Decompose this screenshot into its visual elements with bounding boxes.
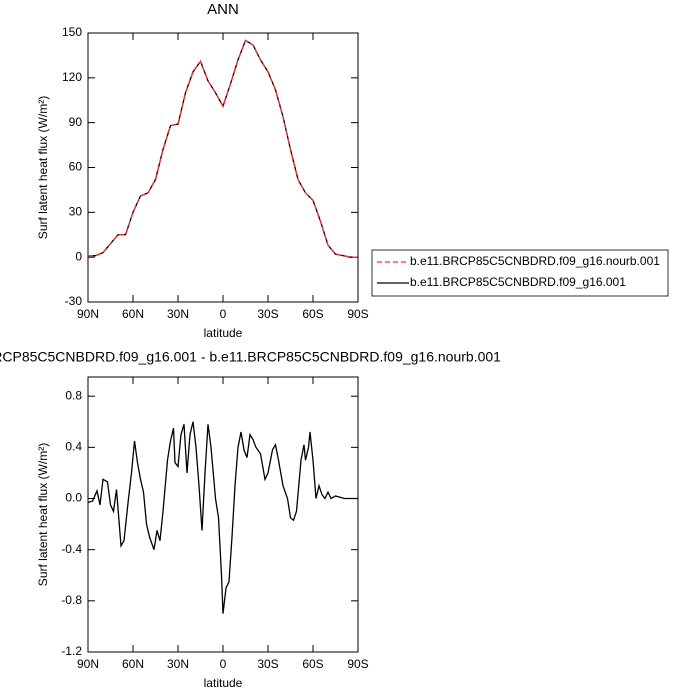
x-axis-label: latitude <box>204 676 243 690</box>
legend-label: b.e11.BRCP85C5CNBDRD.f09_g16.nourb.001 <box>410 254 660 268</box>
x-tick-label: 0 <box>220 657 227 671</box>
x-tick-label: 60N <box>122 307 144 321</box>
data-line <box>87 421 358 614</box>
y-tick-label: -0.4 <box>61 542 82 556</box>
y-tick-label: 0.4 <box>65 440 82 454</box>
y-tick-label: 90 <box>69 115 83 129</box>
x-tick-label: 60S <box>302 307 323 321</box>
legend-label: b.e11.BRCP85C5CNBDRD.f09_g16.001 <box>410 275 626 289</box>
x-tick-label: 30N <box>167 307 189 321</box>
y-axis-label: Surf latent heat flux (W/m²) <box>36 96 50 239</box>
x-tick-label: 90S <box>347 657 368 671</box>
plot-frame <box>87 32 359 303</box>
x-tick-label: 30S <box>257 657 278 671</box>
x-tick-label: 30S <box>257 307 278 321</box>
x-axis-label: latitude <box>204 326 243 340</box>
x-tick-label: 30N <box>167 657 189 671</box>
y-tick-label: -0.8 <box>61 593 82 607</box>
legend-box <box>371 249 669 297</box>
x-tick-label: 90N <box>77 657 99 671</box>
y-axis-label: Surf latent heat flux (W/m²) <box>36 443 50 586</box>
y-tick-label: 150 <box>62 25 82 39</box>
data-line <box>88 39 358 258</box>
y-tick-label: -1.2 <box>61 644 82 658</box>
chart-title: b.e11.BRCP85C5CNBDRD.f09_g16.001 - b.e11… <box>0 349 501 365</box>
chart-title: ANN <box>207 1 239 18</box>
x-tick-label: 60S <box>302 657 323 671</box>
y-tick-label: 120 <box>62 70 82 84</box>
x-tick-label: 60N <box>122 657 144 671</box>
x-tick-label: 90S <box>347 307 368 321</box>
y-tick-label: 30 <box>69 205 83 219</box>
x-tick-label: 90N <box>77 307 99 321</box>
x-tick-label: 0 <box>220 307 227 321</box>
y-tick-label: 0 <box>75 249 82 263</box>
y-tick-label: 0.8 <box>65 388 82 402</box>
y-tick-label: 60 <box>69 160 83 174</box>
y-tick-label: -30 <box>65 294 83 308</box>
y-tick-label: 0.0 <box>65 491 82 505</box>
